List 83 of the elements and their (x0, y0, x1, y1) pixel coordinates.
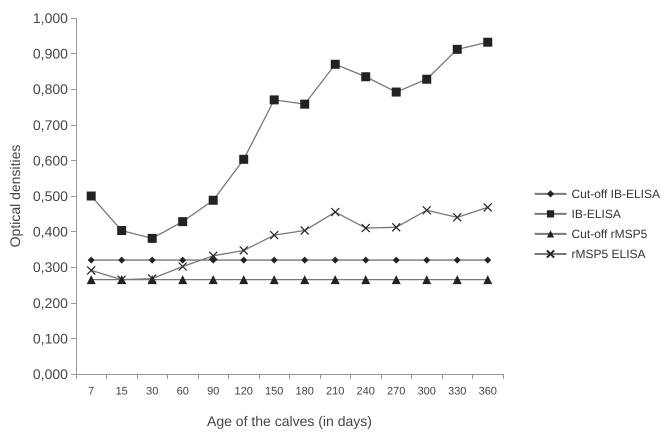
point (86, 275, 96, 284)
y-tick-label: 0,100 (32, 330, 68, 346)
point (330, 275, 340, 284)
point (300, 100, 310, 109)
point (86, 266, 96, 276)
y-tick-label: 0,700 (32, 116, 68, 133)
point (361, 72, 370, 82)
y-tick-label: 0,800 (32, 81, 68, 98)
point (483, 202, 492, 212)
point (240, 256, 248, 264)
point (270, 95, 279, 104)
point (179, 256, 186, 264)
point (300, 226, 310, 236)
point (452, 44, 462, 54)
point (452, 212, 462, 222)
x-tick-label: 270 (387, 386, 406, 398)
point (118, 256, 126, 264)
point (422, 206, 432, 215)
point (392, 256, 400, 264)
point (454, 256, 461, 264)
y-axis-title: Optical densities (7, 144, 23, 248)
point (362, 256, 370, 264)
point (423, 256, 430, 264)
x-tick-label: 7 (88, 386, 94, 398)
y-tick-label: 0,500 (32, 188, 68, 204)
point (270, 256, 278, 264)
point (361, 275, 370, 284)
x-tick-label: 300 (418, 386, 436, 398)
point (452, 275, 462, 284)
point (88, 256, 95, 264)
legend-label: rMSP5 ELISA (572, 247, 646, 261)
x-tick-label: 90 (207, 386, 220, 398)
y-tick-label: 0,200 (32, 294, 68, 311)
point (148, 256, 156, 264)
legend-label: IB-ELISA (572, 206, 621, 221)
point (332, 256, 339, 264)
y-tick-label: 0,400 (32, 224, 68, 240)
point (148, 234, 157, 243)
point (422, 275, 432, 284)
x-tick-label: 15 (116, 386, 128, 398)
point (208, 196, 218, 205)
x-tick-label: 240 (356, 386, 375, 398)
y-tick-label: 0,600 (32, 152, 68, 168)
point (239, 246, 248, 256)
x-tick-label: 30 (146, 386, 158, 398)
point (210, 256, 217, 264)
y-tick-label: 1,000 (32, 10, 68, 26)
point (86, 192, 96, 200)
y-tick-label: 0,900 (32, 46, 68, 62)
point (300, 275, 310, 284)
point (178, 275, 188, 284)
point (392, 222, 401, 232)
x-tick-label: 180 (296, 386, 314, 398)
point (392, 275, 401, 284)
x-tick-label: 330 (448, 386, 466, 398)
x-tick-label: 360 (478, 386, 497, 398)
point (483, 275, 492, 284)
point (208, 251, 218, 260)
point (208, 275, 218, 284)
point (361, 223, 370, 233)
point (330, 60, 340, 69)
point (422, 74, 432, 84)
point (178, 217, 188, 226)
x-tick-label: 150 (265, 386, 284, 398)
x-tick-label: 210 (326, 386, 344, 398)
point (330, 207, 340, 217)
point (117, 226, 126, 236)
x-axis-title: Age of the calves (in days) (206, 413, 372, 429)
point (484, 256, 492, 264)
x-tick-label: 60 (176, 386, 189, 398)
point (301, 256, 308, 264)
point (178, 262, 188, 272)
legend-label: Cut-off rMSP5 (572, 226, 648, 241)
point (270, 230, 279, 240)
point (239, 154, 248, 164)
point (392, 88, 401, 97)
point (483, 38, 492, 47)
x-tick-label: 120 (234, 386, 253, 398)
point (270, 275, 279, 284)
y-tick-label: 0,000 (32, 366, 68, 382)
legend-label: Cut-off IB-ELISA (572, 186, 660, 201)
y-tick-label: 0,300 (32, 259, 68, 276)
point (239, 275, 248, 284)
